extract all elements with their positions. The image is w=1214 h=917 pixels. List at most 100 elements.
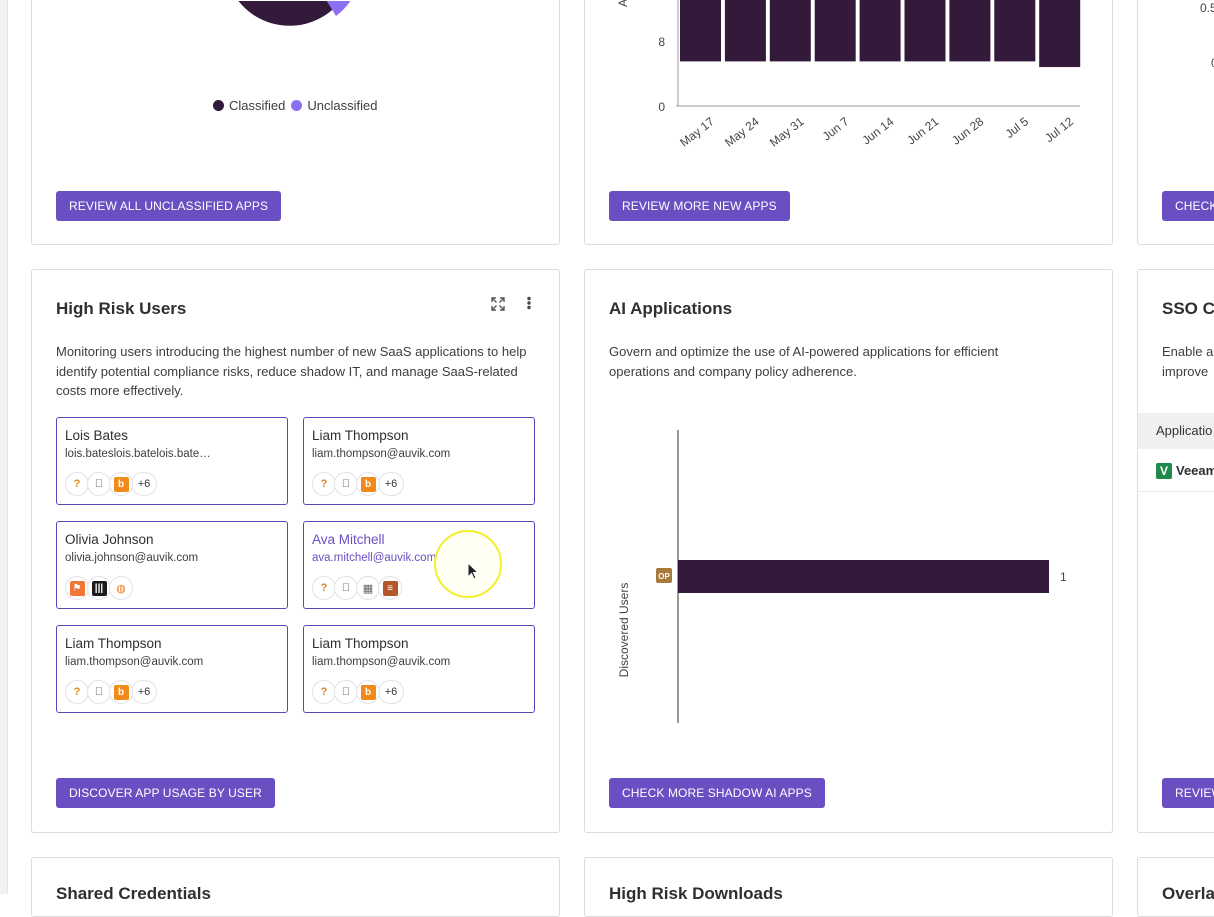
apple-icon: : [334, 576, 358, 600]
high-risk-downloads-title: High Risk Downloads: [609, 884, 783, 903]
user-name: Lois Bates: [65, 428, 129, 443]
high-risk-users-title: High Risk Users: [56, 299, 187, 318]
legend-classified: Classified: [229, 98, 286, 113]
pie-legend: Classified Unclassified: [213, 98, 377, 113]
user-app-icons: ?▦≡: [312, 576, 402, 600]
x-tick-label: Jun 28: [949, 114, 986, 147]
new-apps-bar[interactable]: [904, 0, 946, 62]
x-tick-label: Jul 12: [1042, 114, 1076, 145]
discover-app-usage-button[interactable]: DISCOVER APP USAGE BY USER: [56, 778, 275, 808]
pie-unclassified-slice: [326, 1, 351, 16]
orange-globe-app-icon: ◍: [109, 576, 133, 600]
sso-description-2: improve: [1162, 364, 1209, 379]
more-apps-badge[interactable]: +6: [378, 472, 404, 496]
b-app-icon: b: [356, 680, 380, 704]
ai-applications-description: Govern and optimize the use of AI-powere…: [609, 344, 999, 379]
x-tick-label: Jul 5: [1003, 114, 1032, 141]
x-tick-label: Jun 7: [820, 114, 852, 143]
sso-review-button[interactable]: REVIEW: [1162, 778, 1214, 808]
new-apps-bar[interactable]: [814, 0, 856, 62]
user-card[interactable]: Lois Bates lois.bateslois.batelois.bate…?…: [56, 417, 288, 505]
more-apps-badge[interactable]: +6: [131, 680, 157, 704]
shared-credentials-title: Shared Credentials: [56, 884, 211, 903]
ai-applications-card: AI Applications Govern and optimize the …: [584, 269, 1113, 833]
y-tick-0: 0: [658, 100, 665, 114]
high-risk-downloads-card: High Risk Downloads: [584, 857, 1113, 917]
bars-app-icon: |||: [87, 576, 111, 600]
apple-icon: : [87, 472, 111, 496]
unclassified-dot: [291, 100, 303, 111]
sso-table-row[interactable]: V Veeam: [1138, 450, 1214, 492]
apple-icon: : [87, 680, 111, 704]
expand-icon[interactable]: [489, 295, 507, 313]
pie-classified-body: [238, 1, 339, 26]
new-apps-bar[interactable]: [949, 0, 991, 62]
new-apps-bar[interactable]: [724, 0, 766, 62]
sso-card: SSO Co Enable a improve REVIEW: [1137, 269, 1214, 833]
x-tick-label: May 31: [767, 114, 807, 149]
user-email: olivia.johnson@auvik.com: [65, 552, 199, 564]
review-unclassified-button[interactable]: REVIEW ALL UNCLASSIFIED APPS: [56, 191, 282, 221]
question-app-icon: ?: [312, 472, 336, 496]
user-card[interactable]: Olivia Johnson olivia.johnson@auvik.com ⚑ |…: [56, 521, 288, 609]
stack-app-icon: ≡: [378, 576, 402, 600]
x-tick-label: Jun 14: [859, 114, 896, 147]
more-apps-badge[interactable]: +6: [131, 472, 157, 496]
new-apps-bar[interactable]: [680, 0, 721, 62]
user-email: liam.thompson@auvik.com: [312, 656, 451, 668]
new-apps-bar[interactable]: [859, 0, 901, 62]
user-name: Ava Mitchell: [312, 532, 385, 547]
x-tick-label: May 17: [677, 114, 717, 149]
mouse-pointer-icon: [467, 562, 480, 580]
sso-row-label: Veeam: [1176, 463, 1214, 478]
left-rail: [0, 0, 8, 894]
review-new-apps-button[interactable]: REVIEW MORE NEW APPS: [609, 191, 790, 221]
user-email: liam.thompson@auvik.com: [312, 448, 451, 460]
overlap-title: Overla: [1162, 884, 1214, 903]
user-card[interactable]: Liam Thompson liam.thompson@auvik.com ?b+…: [56, 625, 288, 713]
check-shadow-ai-button[interactable]: CHECK MORE SHADOW AI APPS: [609, 778, 825, 808]
user-name: Olivia Johnson: [65, 532, 154, 547]
ai-app-logo-icon: [656, 568, 672, 583]
ai-data-label: 1: [1060, 570, 1067, 584]
more-apps-badge[interactable]: +6: [378, 680, 404, 704]
sso-title: SSO Co: [1162, 299, 1214, 318]
ai-bar[interactable]: [678, 560, 1049, 593]
b-app-icon: b: [109, 680, 133, 704]
classification-pie: [238, 1, 351, 26]
new-apps-bar[interactable]: [769, 0, 811, 62]
user-name: Liam Thompson: [65, 636, 162, 651]
sso-table-header: Applicatio: [1138, 413, 1214, 449]
user-app-icons: ?b+6: [65, 680, 157, 704]
right-top-tick-a: 0.5: [1200, 1, 1214, 15]
legend-unclassified: Unclassified: [307, 98, 378, 113]
user-name: Liam Thompson: [312, 428, 409, 443]
y-axis-label: Ap: [616, 0, 630, 7]
ai-applications-title: AI Applications: [609, 299, 733, 318]
right-top-tick-b: 0: [1211, 56, 1214, 70]
user-card[interactable]: Liam Thompsonliam.thompson@auvik.com?b+…: [303, 417, 535, 505]
overlap-card: Overla: [1137, 857, 1214, 917]
grid-app-icon: ▦: [356, 576, 380, 600]
veeam-icon: V: [1156, 463, 1172, 479]
new-apps-bar[interactable]: [1039, 0, 1081, 68]
more-vert-icon[interactable]: [520, 295, 538, 313]
user-card[interactable]: Liam Thompsonliam.thompson@auvik.com?b+…: [303, 625, 535, 713]
check-button[interactable]: CHECK: [1162, 191, 1214, 221]
ai-y-axis-label: Discovered Users: [617, 583, 631, 678]
y-tick-8: 8: [658, 35, 665, 49]
sso-description-1: Enable a: [1162, 344, 1214, 359]
new-apps-bar[interactable]: [994, 0, 1036, 62]
apple-icon: : [334, 680, 358, 704]
user-app-icons: ?b+6: [65, 472, 157, 496]
user-app-icons: ⚑ ||| ◍: [65, 576, 133, 600]
ai-chart: Discovered Users OP 1: [617, 430, 1067, 723]
question-app-icon: ?: [312, 680, 336, 704]
shared-credentials-card: Shared Credentials: [31, 857, 560, 917]
flag-app-icon: ⚑: [65, 576, 89, 600]
high-risk-users-card: High Risk Users Monitoring users introdu…: [31, 269, 560, 833]
x-tick-label: Jun 21: [904, 114, 941, 147]
user-email: liam.thompson@auvik.com: [65, 656, 204, 668]
b-app-icon: b: [356, 472, 380, 496]
